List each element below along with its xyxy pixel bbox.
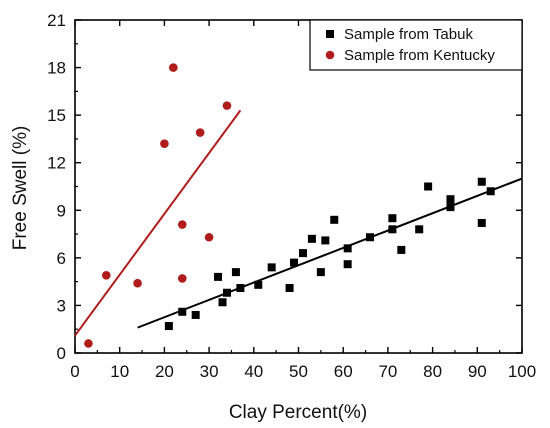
data-point xyxy=(388,214,397,223)
series-layer xyxy=(74,63,523,348)
x-tick-label: 60 xyxy=(334,362,353,381)
legend-label: Sample from Tabuk xyxy=(344,26,473,43)
series-2 xyxy=(74,63,242,348)
data-point xyxy=(177,220,187,229)
data-point xyxy=(222,101,232,110)
data-point xyxy=(160,139,169,148)
data-point xyxy=(204,232,214,242)
data-point xyxy=(285,283,294,292)
y-tick-label: 3 xyxy=(57,296,66,315)
data-point xyxy=(84,339,93,348)
x-tick-label: 0 xyxy=(70,362,79,381)
legend-item: Sample from Tabuk xyxy=(326,26,473,43)
data-point xyxy=(195,128,205,137)
data-point xyxy=(254,280,263,289)
data-point xyxy=(290,258,299,267)
data-point xyxy=(477,177,486,186)
data-point xyxy=(446,195,455,204)
data-point xyxy=(298,249,307,258)
y-axis-title: Free Swell (%) xyxy=(10,126,31,251)
data-point xyxy=(191,310,200,319)
data-point xyxy=(330,215,339,224)
data-point xyxy=(321,236,330,245)
legend-marker-square-icon xyxy=(326,30,334,38)
data-point xyxy=(101,271,111,280)
fit-line xyxy=(74,109,242,337)
y-tick-label: 0 xyxy=(57,344,66,363)
data-point xyxy=(133,278,142,288)
data-point xyxy=(307,234,316,243)
data-point xyxy=(222,288,231,297)
x-tick-label: 40 xyxy=(244,362,263,381)
x-axis-ticks: 0 10 20 30 40 50 60 70 80 90 100 xyxy=(70,20,536,381)
data-point xyxy=(424,182,433,191)
y-tick-label: 9 xyxy=(57,201,66,220)
legend: Sample from Tabuk Sample from Kentucky xyxy=(309,19,523,71)
x-tick-label: 50 xyxy=(289,362,308,381)
data-point xyxy=(486,187,495,196)
legend-marker-circle-icon xyxy=(325,50,335,60)
data-point xyxy=(231,268,240,277)
data-point xyxy=(169,63,178,72)
data-point xyxy=(316,268,325,277)
data-point xyxy=(214,272,223,281)
legend-box xyxy=(309,19,523,71)
x-tick-label: 30 xyxy=(200,362,219,381)
data-point xyxy=(343,244,352,253)
y-tick-label: 6 xyxy=(57,249,66,268)
data-point xyxy=(388,225,397,234)
fit-line xyxy=(137,177,523,329)
y-tick-label: 12 xyxy=(47,154,66,173)
y-tick-label: 18 xyxy=(47,59,66,78)
data-point xyxy=(177,274,187,283)
data-point xyxy=(164,322,173,331)
data-point xyxy=(477,218,486,227)
series-1 xyxy=(137,177,523,331)
data-point xyxy=(267,263,276,272)
x-axis-title: Clay Percent(%) xyxy=(229,402,367,423)
data-point xyxy=(415,225,424,234)
x-tick-label: 80 xyxy=(423,362,442,381)
data-point xyxy=(218,298,227,307)
data-point xyxy=(343,260,352,269)
data-point xyxy=(178,307,187,316)
x-tick-label: 10 xyxy=(110,362,129,381)
x-tick-label: 20 xyxy=(155,362,174,381)
x-tick-label: 100 xyxy=(508,362,536,381)
y-axis-ticks: 0 3 6 9 12 15 18 21 xyxy=(47,11,522,363)
legend-item: Sample from Kentucky xyxy=(325,47,495,64)
data-point xyxy=(446,203,455,212)
y-tick-label: 15 xyxy=(47,106,66,125)
data-point xyxy=(236,283,245,292)
x-tick-label: 70 xyxy=(378,362,397,381)
legend-label: Sample from Kentucky xyxy=(344,47,495,64)
data-point xyxy=(366,233,375,242)
y-tick-label: 21 xyxy=(47,11,66,30)
x-tick-label: 90 xyxy=(468,362,487,381)
data-point xyxy=(397,245,406,254)
